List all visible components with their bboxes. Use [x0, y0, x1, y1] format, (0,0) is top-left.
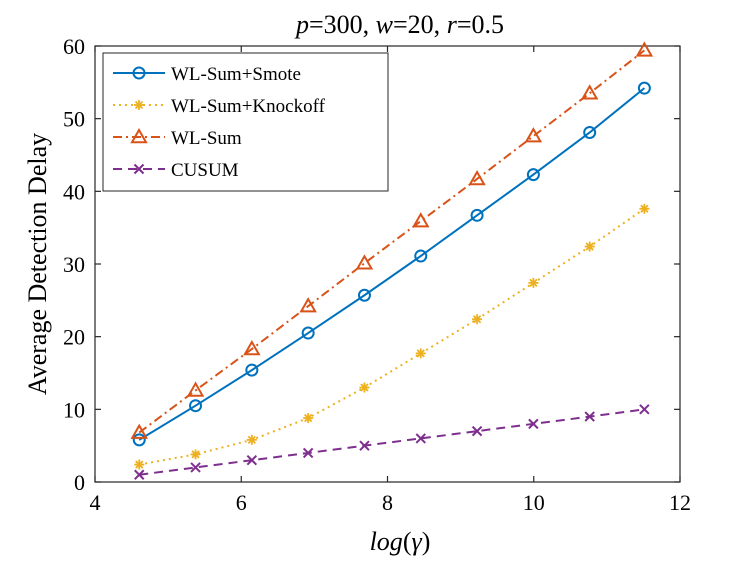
legend-item: CUSUM — [113, 160, 239, 181]
data-point — [639, 203, 650, 214]
x-axis-title: log(γ) — [370, 527, 431, 556]
y-axis-title: Average Detection Delay — [23, 133, 52, 395]
y-tick-label: 60 — [63, 34, 85, 59]
legend-label: WL-Sum+Smote — [171, 64, 301, 85]
data-point — [134, 469, 145, 480]
legend-item: WL-Sum+Smote — [113, 64, 301, 85]
title-w-symbol: w — [376, 10, 394, 39]
data-point — [190, 462, 201, 473]
x-axis-title-gamma: γ — [411, 527, 422, 556]
data-point — [189, 399, 203, 413]
legend-marker — [130, 127, 148, 144]
legend-label: CUSUM — [171, 160, 239, 181]
x-tick-label: 4 — [90, 490, 101, 515]
data-point — [359, 440, 370, 451]
legend-marker — [132, 66, 146, 80]
legend-item: WL-Sum — [113, 127, 242, 149]
legend-label: WL-Sum+Knockoff — [171, 96, 326, 117]
data-point — [359, 382, 370, 393]
data-point — [583, 125, 597, 139]
data-point — [470, 208, 484, 222]
data-point — [637, 81, 651, 95]
data-point — [412, 212, 430, 228]
data-point — [302, 447, 314, 459]
data-point — [528, 277, 539, 288]
series-line — [139, 207, 645, 466]
y-tick-label: 20 — [63, 325, 85, 350]
data-point — [301, 326, 315, 340]
title-w-value: =20, — [393, 10, 447, 39]
x-tick-label: 8 — [382, 490, 393, 515]
y-tick-label: 30 — [63, 252, 85, 277]
y-tick-label: 10 — [63, 397, 85, 422]
x-tick-label: 12 — [669, 490, 691, 515]
legend-marker — [133, 163, 145, 175]
data-point — [299, 297, 317, 313]
data-point — [635, 41, 654, 57]
data-point — [468, 169, 486, 186]
x-axis-title-open: ( — [403, 527, 412, 556]
data-point — [246, 454, 258, 466]
x-tick-label: 6 — [236, 490, 247, 515]
series-layer — [130, 41, 654, 480]
legend-item: WL-Sum+Knockoff — [113, 96, 326, 117]
title-r-value: =0.5 — [457, 10, 504, 39]
data-point — [357, 288, 371, 302]
data-point — [355, 254, 374, 270]
data-point — [414, 249, 428, 263]
y-tick-label: 50 — [63, 107, 85, 132]
series-line — [138, 87, 646, 441]
data-point — [243, 340, 261, 356]
x-tick-label: 10 — [523, 490, 545, 515]
series-wl-sum-knockoff — [134, 203, 650, 470]
data-point — [246, 434, 257, 445]
title-p-symbol: p — [294, 10, 309, 39]
data-point — [415, 433, 426, 444]
data-point — [132, 433, 146, 447]
y-tick-label: 0 — [74, 470, 85, 495]
title-r-symbol: r — [447, 10, 458, 39]
data-point — [584, 411, 595, 422]
data-point — [130, 423, 148, 439]
data-point — [471, 425, 483, 437]
data-point — [186, 381, 205, 397]
data-point — [472, 314, 483, 325]
series-line — [139, 408, 645, 476]
x-axis-title-close: ) — [422, 527, 431, 556]
data-point — [584, 241, 595, 252]
data-point — [524, 127, 543, 143]
data-point — [528, 418, 539, 430]
data-point — [245, 363, 259, 377]
data-point — [580, 84, 599, 100]
data-point — [303, 413, 314, 424]
data-point — [190, 449, 201, 460]
title-p-value: =300, — [309, 10, 376, 39]
series-cusum — [134, 404, 650, 480]
legend-marker — [134, 100, 144, 110]
data-point — [134, 459, 145, 470]
axes: 4 6 8 10 12 0 10 20 30 40 50 60 — [63, 34, 691, 515]
chart-title: p=300, w=20, r=0.5 — [294, 10, 504, 39]
series-wl-sum-smote — [132, 81, 651, 447]
data-point — [639, 404, 650, 415]
x-axis-title-log: log — [370, 527, 403, 556]
y-tick-label: 40 — [63, 179, 85, 204]
data-point — [415, 348, 426, 359]
series-wl-sum — [130, 41, 654, 439]
legend: WL-Sum+Smote WL-Sum+Knockoff WL-Sum CUSUM — [102, 52, 389, 192]
data-point — [526, 168, 540, 182]
legend-label: WL-Sum — [171, 128, 242, 149]
